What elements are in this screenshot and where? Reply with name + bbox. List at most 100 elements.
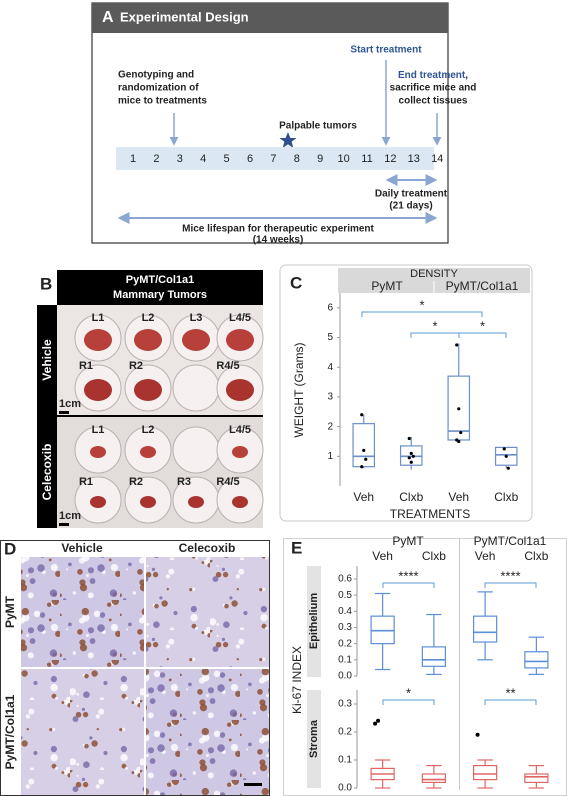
x-tick-label: Veh (475, 549, 496, 563)
facet-label: Stroma (308, 719, 320, 758)
title-bar (92, 3, 448, 33)
box (352, 423, 376, 468)
panel-label: E (291, 538, 302, 557)
well-label: L4/5 (229, 424, 251, 436)
scale-bar (59, 411, 69, 414)
day-label: 13 (408, 153, 420, 165)
annotation: randomization of (118, 83, 199, 94)
well-label: L3 (190, 312, 203, 324)
day-label: 9 (317, 153, 323, 165)
annotation: (14 weeks) (253, 235, 304, 246)
header: PyMT/Col1a1 (126, 274, 194, 286)
annotation: mice to treatments (118, 96, 207, 107)
well-label: L2 (142, 312, 155, 324)
tumor (134, 379, 162, 401)
day-label: 5 (224, 153, 230, 165)
well-label: R4/5 (216, 476, 239, 488)
panel-b: B PyMT/Col1a1 Mammary Tumors Vehicle L1 L2… (37, 270, 264, 528)
y-tick-label: 6 (327, 302, 333, 313)
well-label: L1 (92, 424, 105, 436)
annotation: sacrifice mice and (390, 83, 477, 94)
x-axis-label: TREATMENTS (390, 507, 470, 521)
data-point (457, 407, 461, 411)
y-tick-label: 0.1 (338, 654, 352, 665)
well-label: L2 (142, 424, 155, 436)
y-tick-label: 5 (327, 332, 333, 343)
timeline-days: 1 2 3 4 5 6 7 8 9 10 11 12 13 14 (130, 153, 443, 165)
box (421, 773, 447, 783)
significance-label: * (419, 297, 424, 312)
day-label: 3 (177, 153, 183, 165)
x-tick-label: Clxb (422, 549, 446, 563)
significance-label: **** (500, 568, 520, 583)
group-label: PyMT (371, 279, 403, 293)
group-label: PyMT (392, 534, 424, 548)
data-point (360, 413, 364, 417)
group-label: PyMT/Col1a1 (446, 279, 519, 293)
y-tick-label: 0.6 (338, 574, 352, 585)
x-tick-label: Clxb (494, 490, 518, 504)
y-tick-label: 0.2 (338, 638, 352, 649)
significance-label: ** (505, 685, 515, 700)
panel-frame (279, 264, 533, 522)
well (172, 364, 220, 412)
box (524, 773, 549, 783)
data-point (455, 343, 459, 347)
row-label: Celecoxib (40, 444, 54, 501)
annotation: End treatment, (398, 70, 468, 81)
panel-a: A Experimental Design Genotyping and ran… (91, 2, 477, 246)
wells: Vehicle L1 L2 L3 L4/5 R1 R2 R4/5 1cm Celecoxib L1 L… (40, 312, 264, 526)
well-label: R2 (129, 360, 143, 372)
outlier (373, 721, 378, 726)
y-tick-label: 0.1 (338, 755, 352, 766)
annotation: Daily treatment (375, 189, 448, 200)
box (472, 615, 498, 643)
well (172, 426, 220, 474)
corner (37, 270, 57, 305)
box-chart: E PyMT PyMT/Col1a1 Ki-67 INDEX Epithelium 0.0… (290, 534, 549, 714)
charts: C DENSITY PyMT PyMT/Col1a1 WEIGHT (Grams) TRE… (290, 268, 549, 794)
tumor (226, 379, 254, 401)
panel-label: D (4, 539, 16, 558)
panel-d: D Vehicle Celecoxib PyMT PyMT/Col1a1 (0, 539, 270, 796)
y-tick-label: 0.2 (338, 727, 352, 738)
day-label: 8 (294, 153, 300, 165)
well-label: R1 (79, 360, 93, 372)
outlier (475, 732, 480, 737)
significance-label: **** (398, 568, 418, 583)
annotation-part: , (465, 70, 468, 81)
x-tick-label: Veh (372, 549, 393, 563)
outlier (376, 718, 381, 723)
day-label: 11 (361, 153, 372, 165)
well-label: L4/5 (229, 312, 251, 324)
scale-label: 1cm (59, 398, 81, 410)
y-tick-label: 0.5 (338, 590, 352, 601)
y-axis-label: WEIGHT (Grams) (292, 342, 306, 437)
significance-bracket (484, 582, 537, 588)
day-label: 6 (247, 153, 253, 165)
annotation-part: End treatment (398, 70, 466, 81)
significance-bracket (458, 332, 507, 338)
histology-image (146, 557, 269, 667)
panel-label: C (290, 273, 302, 292)
box (421, 646, 447, 667)
tumor (140, 446, 156, 458)
x-tick-label: Veh (448, 490, 469, 504)
significance-bracket (382, 582, 435, 588)
well-label: R2 (129, 476, 143, 488)
histology-image (21, 669, 144, 795)
annotation: Genotyping and (118, 70, 194, 81)
day-label: 2 (153, 153, 159, 165)
tumor (134, 329, 162, 351)
header: Mammary Tumors (113, 289, 207, 301)
y-axis-label: Ki-67 INDEX (290, 646, 304, 714)
scale-bar (59, 523, 69, 526)
group-label: PyMT/Col1a1 (474, 534, 547, 548)
row-label: Vehicle (40, 339, 54, 381)
tumor (90, 496, 106, 508)
annotation: (21 days) (389, 201, 432, 212)
y-tick-label: 1 (327, 451, 333, 462)
